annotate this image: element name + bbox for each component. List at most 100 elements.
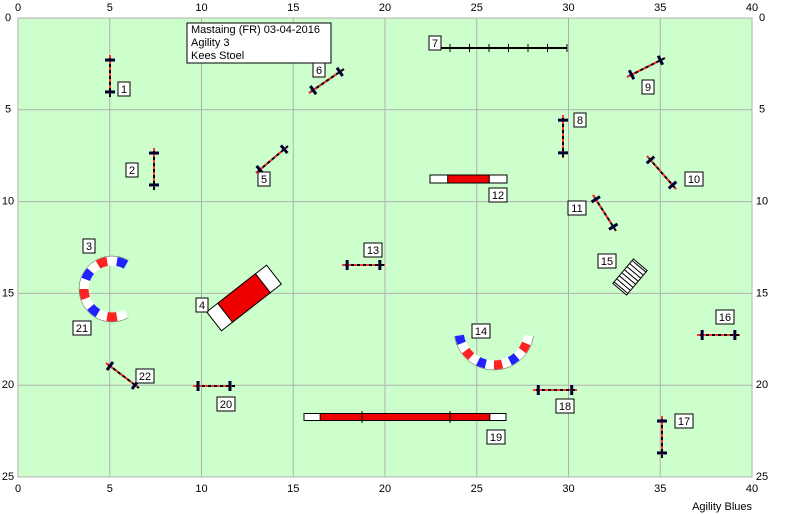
y-tick-label: 15 [2, 287, 14, 299]
jump [697, 330, 740, 340]
obstacle-label-box [82, 238, 96, 254]
tunnel-edge [493, 368, 504, 371]
jump-wing [335, 66, 344, 77]
tunnel-segment [462, 347, 475, 361]
y-tick-label: 0 [5, 12, 11, 24]
obstacle-label-box [135, 368, 155, 384]
y-tick-label: 20 [756, 379, 768, 391]
obstacle-label: 16 [719, 312, 731, 324]
jump-stripe [646, 155, 677, 190]
tunnel-segment [522, 334, 534, 346]
jump [308, 66, 345, 96]
obstacle-label: 19 [490, 432, 502, 444]
obstacle-label-box [573, 112, 587, 128]
obstacle-label: 2 [129, 165, 135, 177]
obstacle-label: 20 [220, 399, 232, 411]
jump [105, 55, 115, 97]
obstacle-label: 22 [139, 371, 151, 383]
jump-wing [656, 55, 665, 66]
obstacle-label: 7 [432, 38, 438, 50]
tunnel-edge [503, 365, 513, 370]
x-tick-label: 15 [287, 2, 299, 14]
tunnel-segment [95, 309, 109, 322]
weave-pole [621, 272, 636, 285]
contact-middle [319, 413, 491, 421]
header-line: Kees Stoel [191, 50, 244, 62]
tunnel-segment [454, 334, 466, 346]
obstacle-label: 10 [688, 174, 700, 186]
weave-pole [631, 260, 647, 273]
tunnel-segment [87, 260, 101, 275]
tunnel-edge [454, 336, 458, 346]
jump [533, 385, 577, 395]
jump-stripe [255, 145, 289, 174]
tunnel-edge [475, 365, 485, 370]
jump-wing [590, 195, 601, 204]
jump-wing [645, 155, 656, 165]
jump [105, 361, 140, 390]
jump-wing [667, 180, 678, 190]
tunnel-edge [484, 368, 495, 371]
y-tick-label: 25 [2, 471, 14, 483]
header-box [186, 22, 332, 64]
obstacle-label-box [72, 320, 92, 336]
tunnel-edge [519, 353, 527, 361]
obstacle-label: 18 [559, 401, 571, 413]
tunnel-segment [500, 357, 512, 369]
jump-wing [279, 144, 289, 155]
x-tick-label: 25 [471, 2, 483, 14]
obstacle-label: 1 [121, 84, 127, 96]
a-frame [205, 264, 283, 332]
tunnel-edge [526, 345, 532, 354]
tunnel-segment [468, 353, 481, 366]
tunnel-edge [106, 321, 118, 323]
obstacle-label: 13 [367, 245, 379, 257]
tunnel-edge [461, 353, 469, 361]
tunnel-segment [115, 309, 129, 322]
tunnel-edge [456, 345, 462, 354]
obstacle-label-box [567, 200, 587, 216]
tunnel-segment [518, 341, 531, 354]
tunnel-edge [86, 260, 96, 268]
x-tick-label: 15 [287, 483, 299, 495]
jump [149, 148, 159, 190]
jump [193, 381, 235, 391]
tunnel-edge [86, 310, 96, 318]
x-tick-label: 20 [379, 483, 391, 495]
tunnel-edge [512, 360, 521, 366]
x-tick-label: 0 [15, 483, 21, 495]
x-tick-label: 10 [195, 483, 207, 495]
x-tick-label: 40 [746, 483, 758, 495]
footer: Agility Blues [692, 501, 752, 513]
tunnel-edge [78, 288, 82, 301]
tunnel-edge [95, 317, 107, 322]
y-tick-label: 5 [5, 104, 11, 116]
tunnel-segment [87, 303, 101, 318]
obstacle-label: 4 [199, 300, 205, 312]
obstacle-label-box [555, 398, 575, 414]
tunnel-edge [467, 360, 476, 366]
tunnel-edge [95, 256, 107, 261]
obstacle-label-box [216, 396, 236, 412]
obstacle-label-box [674, 413, 694, 429]
tunnel-segment [457, 341, 470, 354]
weave-pole [613, 281, 629, 294]
jump [657, 416, 667, 458]
jump [626, 55, 666, 80]
y-tick-label: 0 [759, 12, 765, 24]
tunnel-segment [95, 256, 109, 269]
weave-pole [616, 278, 631, 291]
tunnel-segment [484, 359, 495, 370]
tunnel-edge [117, 256, 129, 261]
jump-wing [608, 222, 619, 231]
jump [590, 194, 619, 232]
x-tick-label: 30 [562, 2, 574, 14]
obstacle-label: 15 [601, 256, 613, 268]
tunnel-segment [81, 296, 95, 310]
x-tick-label: 40 [746, 2, 758, 14]
jump-stripe [592, 194, 617, 232]
obstacle-label: 17 [678, 416, 690, 428]
obstacle-label: 12 [492, 190, 504, 202]
